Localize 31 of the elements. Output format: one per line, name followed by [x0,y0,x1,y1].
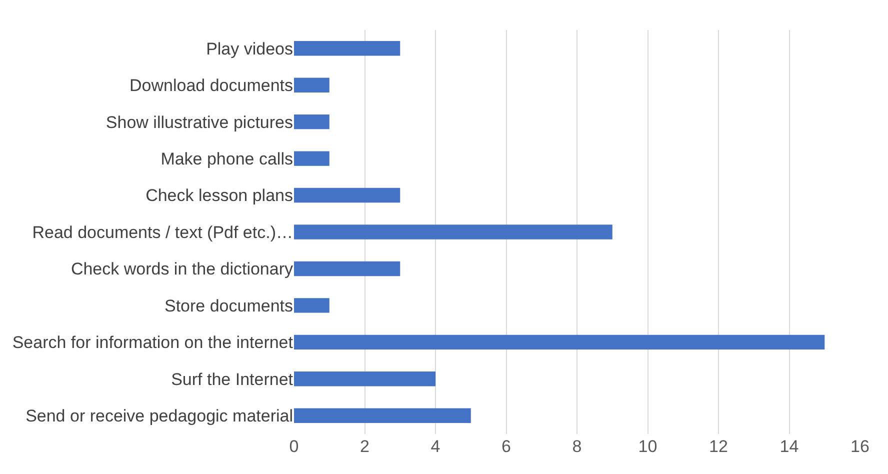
bar [294,114,330,130]
bar [294,372,436,386]
y-tick-label: Store documents [164,296,293,316]
bar [294,78,330,92]
y-tick-label: Search for information on the internet [12,333,294,352]
x-tick-label: 10 [638,437,658,456]
bar [294,408,471,423]
bar [294,261,400,276]
y-tick-label: Read documents / text (Pdf etc.)… [32,222,293,242]
bar [294,298,330,313]
x-tick-label: 8 [572,437,582,456]
bar [294,334,825,350]
y-tick-label: Check words in the dictionary [70,260,294,279]
y-tick-label: Show illustrative pictures [106,112,293,132]
x-tick-label: 4 [430,437,440,456]
y-tick-label: Make phone calls [160,150,293,168]
x-tick-label: 16 [850,437,870,456]
y-tick-label: Download documents [130,76,293,96]
bar [294,188,400,203]
x-tick-label: 0 [289,437,299,456]
x-tick-label: 12 [709,437,728,456]
x-tick-label: 14 [780,437,799,456]
bar [294,151,330,166]
x-tick-label: 6 [502,437,511,456]
y-tick-label: Play videos [206,39,293,58]
y-tick-label: Send or receive pedagogic material [26,406,293,426]
bar [294,41,400,56]
y-tick-label: Surf the Internet [171,370,294,389]
bar [294,224,612,240]
y-tick-label: Check lesson plans [146,186,293,206]
x-tick-label: 2 [360,437,370,456]
